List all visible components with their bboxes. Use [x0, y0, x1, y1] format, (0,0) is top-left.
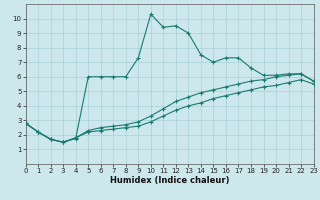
X-axis label: Humidex (Indice chaleur): Humidex (Indice chaleur) — [110, 176, 229, 185]
